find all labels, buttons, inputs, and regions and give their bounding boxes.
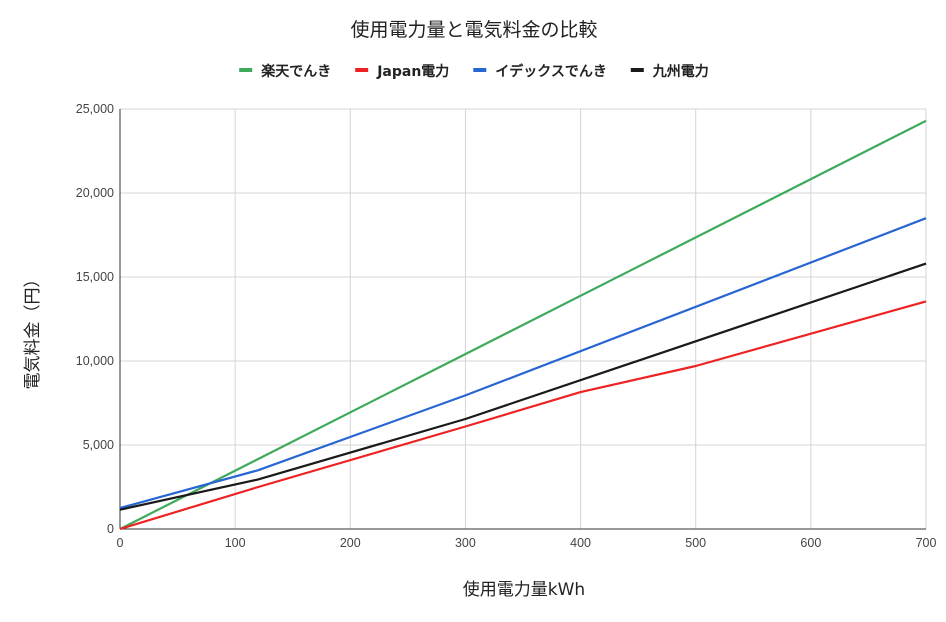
x-tick-label: 700 bbox=[916, 536, 937, 550]
chart-title: 使用電力量と電気料金の比較 bbox=[350, 19, 597, 41]
x-tick-label: 300 bbox=[455, 536, 476, 550]
x-tick-label: 200 bbox=[340, 536, 361, 550]
y-tick-label: 25,000 bbox=[76, 102, 114, 116]
legend-swatch bbox=[239, 68, 253, 72]
x-tick-label: 400 bbox=[570, 536, 591, 550]
legend-label: イデックスでんき bbox=[495, 63, 607, 80]
series-line bbox=[119, 119, 927, 530]
y-tick-label: 5,000 bbox=[83, 438, 114, 452]
legend-swatch bbox=[630, 68, 644, 72]
series-line bbox=[119, 300, 927, 531]
series-lines bbox=[119, 119, 927, 531]
legend-item: 楽天でんき bbox=[239, 63, 331, 80]
legend-label: 九州電力 bbox=[652, 63, 709, 80]
y-tick-label: 0 bbox=[107, 522, 114, 536]
x-tick-label: 100 bbox=[225, 536, 246, 550]
legend-swatch bbox=[473, 68, 487, 72]
y-tick-label: 15,000 bbox=[76, 270, 114, 284]
y-tick-label: 10,000 bbox=[76, 354, 114, 368]
x-axis-title: 使用電力量kWh bbox=[463, 579, 585, 600]
legend-label: 楽天でんき bbox=[260, 63, 331, 80]
x-tick-label: 500 bbox=[685, 536, 706, 550]
legend-item: 九州電力 bbox=[630, 63, 709, 80]
series-line bbox=[119, 217, 927, 510]
axes: 0 5,000 10,000 15,000 20,000 25,000 0 100 200 300… bbox=[76, 102, 937, 550]
x-tick-label: 600 bbox=[800, 536, 821, 550]
grid bbox=[120, 108, 927, 529]
legend-item: Japan電力 bbox=[355, 63, 449, 80]
y-tick-label: 20,000 bbox=[76, 186, 114, 200]
y-axis-title: 電気料金（円） bbox=[23, 271, 43, 390]
legend-label: Japan電力 bbox=[376, 63, 449, 80]
legend-swatch bbox=[355, 68, 369, 72]
legend-item: イデックスでんき bbox=[473, 63, 607, 80]
x-tick-label: 0 bbox=[117, 536, 124, 550]
series-line bbox=[119, 262, 927, 511]
legend: 楽天でんき Japan電力 イデックスでんき 九州電力 bbox=[239, 63, 709, 80]
